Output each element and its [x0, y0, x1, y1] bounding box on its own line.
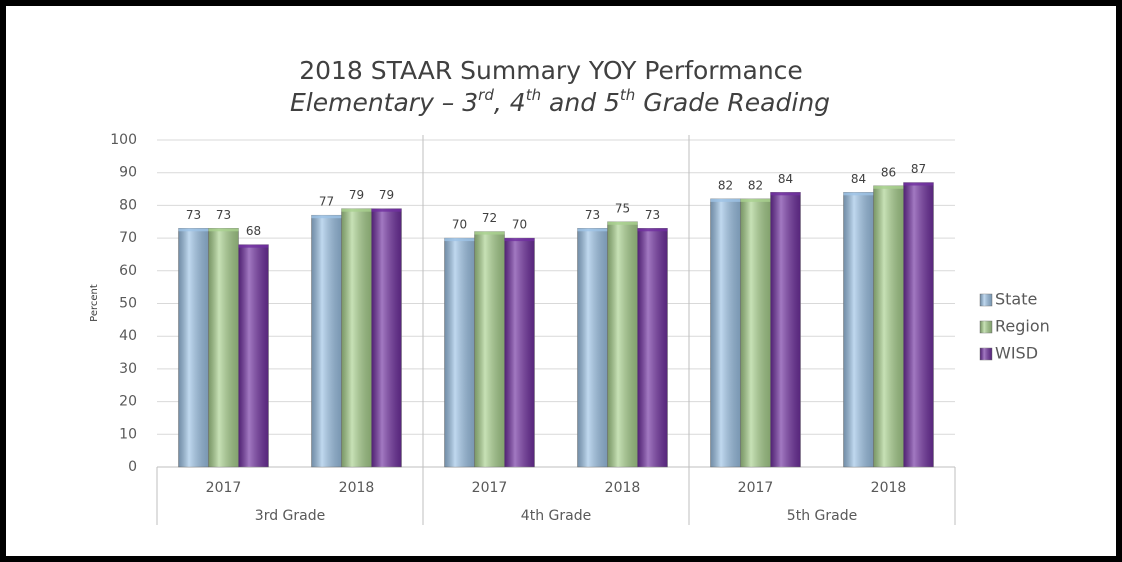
chart-subtitle: Elementary – 3rd, 4th and 5th Grade Read… — [290, 86, 830, 118]
bar-top — [710, 198, 741, 202]
bar — [637, 228, 668, 468]
y-tick-label: 70 — [119, 230, 137, 246]
value-label: 70 — [452, 218, 467, 232]
y-tick-label: 10 — [119, 426, 137, 442]
bar — [577, 228, 608, 468]
bar — [311, 214, 342, 468]
y-tick-label: 30 — [119, 361, 137, 377]
bar-top — [577, 228, 608, 232]
bar — [903, 182, 934, 468]
value-label: 79 — [349, 188, 364, 202]
value-label: 73 — [216, 208, 231, 222]
value-label: 75 — [615, 201, 630, 215]
value-label: 77 — [319, 195, 334, 209]
value-label: 82 — [748, 178, 763, 192]
bar — [371, 208, 402, 468]
y-tick-label: 60 — [119, 263, 137, 279]
y-tick-label: 40 — [119, 328, 137, 344]
y-tick-label: 20 — [119, 394, 137, 410]
bar-top — [740, 198, 771, 202]
y-tick-label: 100 — [110, 132, 137, 148]
bar-top — [474, 231, 505, 235]
bar-top — [178, 228, 209, 232]
bar-top — [341, 208, 372, 212]
bar — [770, 192, 801, 468]
bar — [873, 185, 904, 468]
bar — [238, 244, 269, 468]
y-axis-label: Percent — [89, 284, 100, 322]
bar-top — [873, 185, 904, 189]
x-tick-label: 2018 — [605, 480, 641, 496]
legend-label: Region — [995, 317, 1050, 336]
value-label: 86 — [881, 165, 896, 179]
chart-title: 2018 STAAR Summary YOY Performance — [299, 56, 803, 85]
bar-top — [311, 215, 342, 219]
legend-swatch-shading — [980, 321, 992, 333]
group-label: 5th Grade — [787, 508, 857, 524]
value-label: 73 — [585, 208, 600, 222]
bar — [504, 237, 535, 468]
value-label: 73 — [186, 208, 201, 222]
y-tick-label: 80 — [119, 197, 137, 213]
bar — [843, 192, 874, 468]
y-tick-label: 90 — [119, 165, 137, 181]
legend-swatch-shading — [980, 294, 992, 306]
value-label: 68 — [246, 224, 261, 238]
value-label: 70 — [512, 218, 527, 232]
bar — [710, 198, 741, 468]
value-label: 84 — [778, 172, 793, 186]
bar — [474, 231, 505, 468]
value-label: 82 — [718, 178, 733, 192]
bar-top — [770, 192, 801, 196]
x-tick-label: 2018 — [871, 480, 907, 496]
x-tick-label: 2018 — [339, 480, 375, 496]
value-label: 87 — [911, 162, 926, 176]
bar — [178, 228, 209, 468]
bar-top — [504, 238, 535, 242]
legend-swatch-shading — [980, 348, 992, 360]
bar — [208, 228, 239, 468]
value-label: 72 — [482, 211, 497, 225]
y-tick-label: 0 — [128, 459, 137, 475]
bar-top — [637, 228, 668, 232]
x-tick-label: 2017 — [738, 480, 774, 496]
bar — [740, 198, 771, 468]
bar-top — [903, 182, 934, 186]
legend-label: WISD — [995, 344, 1038, 363]
bar — [341, 208, 372, 468]
y-tick-label: 50 — [119, 296, 137, 312]
value-label: 79 — [379, 188, 394, 202]
bar-top — [444, 238, 475, 242]
value-label: 73 — [645, 208, 660, 222]
group-label: 3rd Grade — [255, 508, 325, 524]
x-tick-label: 2017 — [472, 480, 508, 496]
bar-top — [371, 208, 402, 212]
group-label: 4th Grade — [521, 508, 591, 524]
bar — [607, 221, 638, 468]
bar-top — [843, 192, 874, 196]
bar-top — [208, 228, 239, 232]
bar — [444, 237, 475, 468]
x-tick-label: 2017 — [206, 480, 242, 496]
bar-top — [607, 221, 638, 225]
legend-label: State — [995, 290, 1037, 309]
bar-top — [238, 244, 269, 248]
value-label: 84 — [851, 172, 866, 186]
